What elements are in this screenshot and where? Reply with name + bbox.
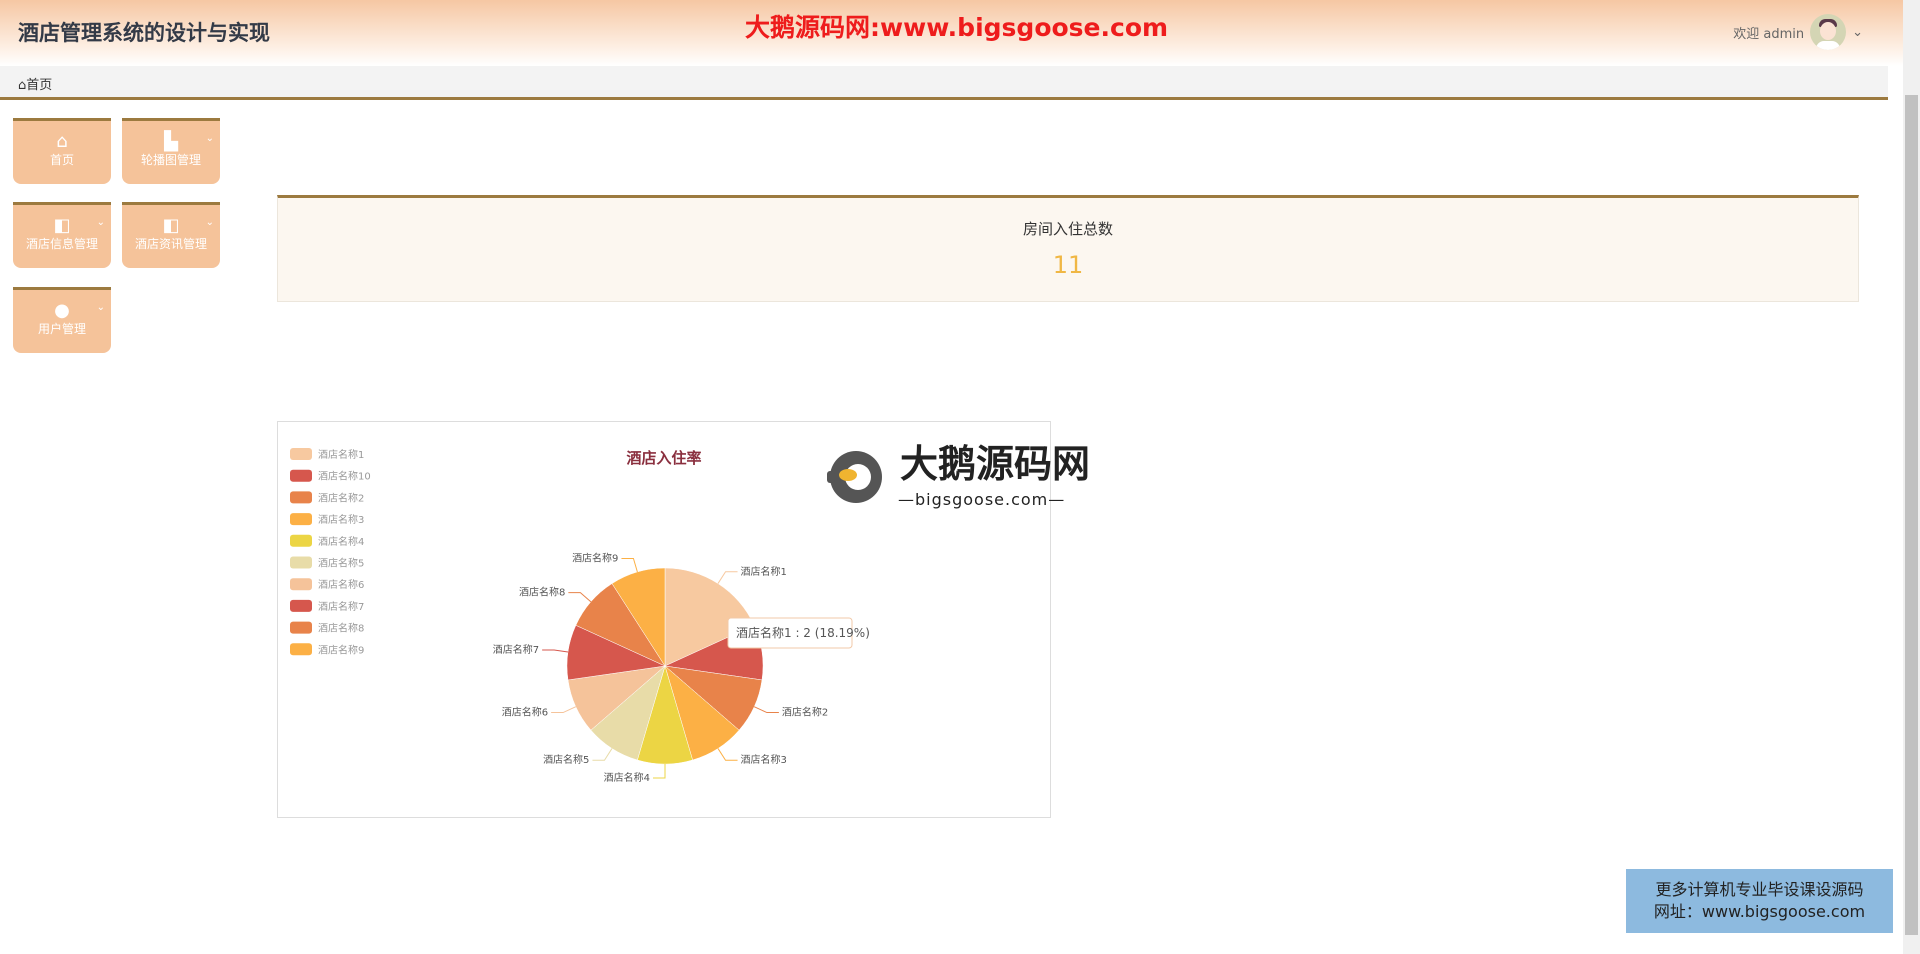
welcome-text: 欢迎 admin	[1733, 26, 1805, 42]
legend-swatch[interactable]	[290, 448, 312, 460]
menu-label: 轮播图管理	[140, 153, 201, 167]
menu-label: 用户管理	[37, 322, 86, 336]
scrollbar-thumb[interactable]	[1905, 95, 1918, 935]
legend-label[interactable]: 酒店名称8	[318, 622, 364, 635]
slice-label: 酒店名称1	[741, 565, 787, 578]
logo-sub: —bigsgoose.com—	[898, 490, 1066, 509]
legend-label[interactable]: 酒店名称2	[318, 491, 364, 504]
legend-label[interactable]: 酒店名称4	[318, 535, 364, 548]
promo-banner[interactable]: 更多计算机专业毕设课设源码 网址：www.bigsgoose.com	[1626, 869, 1893, 933]
user-menu[interactable]: 欢迎 admin ⌄	[1733, 14, 1863, 50]
menu-label: 酒店信息管理	[25, 237, 98, 251]
top-header: 酒店管理系统的设计与实现 大鹅源码网:www.bigsgoose.com 欢迎 …	[0, 0, 1903, 66]
label-line	[592, 748, 613, 761]
pie-chart: 酒店入住率 酒店名称1 酒店名称10 酒店名称2 酒店名称3 酒店名称4 酒店名称5 酒店名…	[290, 448, 870, 784]
user-icon: ●	[54, 300, 70, 321]
label-line	[717, 748, 738, 761]
legend-swatch[interactable]	[290, 599, 312, 612]
legend-swatch[interactable]	[290, 621, 312, 634]
legend-label[interactable]: 酒店名称9	[318, 643, 364, 656]
menu-item-hotel-news[interactable]: ◧ 酒店资讯管理 ⌄	[122, 202, 220, 268]
legend-swatch[interactable]	[290, 513, 312, 526]
slice-label: 酒店名称8	[519, 586, 565, 599]
breadcrumb-home[interactable]: 首页	[26, 78, 53, 93]
building-icon: ▙	[164, 131, 178, 152]
chart-title: 酒店入住率	[626, 449, 701, 467]
home-icon: ⌂	[56, 131, 68, 152]
label-line	[717, 571, 738, 584]
slice-label: 酒店名称2	[782, 706, 828, 719]
label-line	[542, 649, 569, 653]
slice-label: 酒店名称7	[493, 643, 539, 656]
menu-item-users[interactable]: ● 用户管理 ⌄	[13, 287, 111, 353]
chevron-down-icon: ⌄	[96, 302, 105, 313]
slice-label: 酒店名称9	[572, 552, 618, 565]
stat-label: 房间入住总数	[1022, 220, 1113, 238]
goose-logo-icon	[827, 451, 882, 503]
legend-label[interactable]: 酒店名称7	[318, 600, 364, 613]
menu-label: 首页	[49, 153, 74, 167]
menu-item-carousel[interactable]: ▙ 轮播图管理 ⌄	[122, 118, 220, 184]
scrollbar[interactable]	[1903, 0, 1920, 954]
legend-swatch[interactable]	[290, 578, 312, 591]
avatar[interactable]	[1810, 14, 1847, 50]
promo-line2: 网址：www.bigsgoose.com	[1653, 902, 1866, 921]
label-line	[753, 706, 779, 714]
pie-slice[interactable]	[611, 567, 666, 667]
home-icon: ⌂	[18, 78, 27, 93]
label-line	[653, 764, 666, 779]
promo-line1: 更多计算机专业毕设课设源码	[1655, 880, 1864, 899]
logo-watermark: 大鹅源码网 —bigsgoose.com—	[824, 442, 1104, 511]
app-title: 酒店管理系统的设计与实现	[18, 21, 270, 45]
chevron-down-icon: ⌄	[96, 217, 105, 228]
tooltip	[727, 617, 853, 649]
menu-item-hotel-info[interactable]: ◧ 酒店信息管理 ⌄	[13, 202, 111, 268]
legend-label[interactable]: 酒店名称10	[318, 470, 371, 483]
panel-icon: ◧	[53, 215, 71, 236]
chevron-down-icon: ⌄	[205, 217, 214, 228]
label-line	[621, 558, 638, 573]
legend-swatch[interactable]	[290, 556, 312, 569]
legend-label[interactable]: 酒店名称3	[318, 513, 364, 526]
panel-icon: ◧	[162, 215, 180, 236]
slice-label: 酒店名称3	[741, 753, 787, 766]
label-line	[568, 592, 592, 603]
legend-label[interactable]: 酒店名称5	[318, 557, 364, 570]
legend-swatch[interactable]	[290, 491, 312, 504]
menu-label: 酒店资讯管理	[134, 237, 207, 251]
chevron-down-icon: ⌄	[205, 133, 214, 144]
legend-label[interactable]: 酒店名称1	[318, 448, 364, 461]
slice-label: 酒店名称6	[502, 706, 548, 719]
tooltip-text: 酒店名称1 : 2 (18.19%)	[736, 625, 870, 640]
stat-value: 11	[1052, 251, 1084, 279]
breadcrumb: ⌂首页	[0, 66, 1888, 100]
legend-swatch[interactable]	[290, 643, 312, 656]
stat-card: 房间入住总数 11	[277, 195, 1859, 302]
legend-swatch[interactable]	[290, 534, 312, 547]
pie-chart-panel: 酒店入住率 酒店名称1 酒店名称10 酒店名称2 酒店名称3 酒店名称4 酒店名称5 酒店名…	[277, 421, 1051, 818]
menu-item-home[interactable]: ⌂ 首页	[13, 118, 111, 184]
legend-label[interactable]: 酒店名称6	[318, 578, 364, 591]
logo-title: 大鹅源码网	[900, 442, 1091, 486]
legend-swatch[interactable]	[290, 469, 312, 482]
slice-label: 酒店名称4	[604, 771, 650, 784]
watermark-text: 大鹅源码网:www.bigsgoose.com	[745, 13, 1169, 42]
label-line	[551, 706, 577, 714]
chevron-down-icon[interactable]: ⌄	[1852, 24, 1863, 40]
slice-label: 酒店名称5	[543, 753, 589, 766]
